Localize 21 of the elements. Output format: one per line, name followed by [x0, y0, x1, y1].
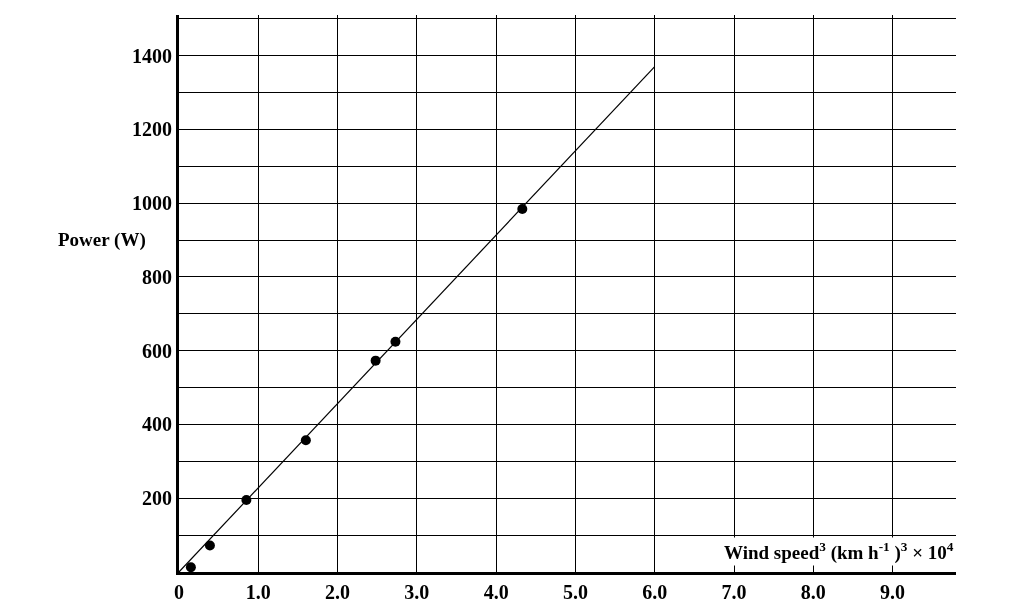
y-tick-label: 1000 [132, 192, 172, 215]
x-tick-label: 0 [174, 581, 184, 603]
x-tick-label: 2.0 [325, 581, 351, 603]
y-tick-label: 400 [142, 413, 172, 436]
y-tick-label: 1200 [132, 118, 172, 141]
x-tick-label: 8.0 [800, 581, 826, 603]
x-tick-label: 5.0 [562, 581, 588, 603]
y-tick-label: 800 [142, 265, 172, 288]
x-tick-label: 6.0 [642, 581, 668, 603]
x-tick-label: 7.0 [721, 581, 747, 603]
x-tick-label: 4.0 [483, 581, 509, 603]
y-tick-label: 1400 [132, 44, 172, 67]
x-tick-label: 1.0 [245, 581, 271, 603]
x-tick-label: 9.0 [880, 581, 906, 603]
y-tick-label: 600 [142, 339, 172, 362]
y-axis-title: Power (W) [58, 229, 146, 251]
point [185, 562, 196, 572]
point [204, 540, 215, 551]
y-tick-label: 200 [142, 487, 172, 510]
x-axis-title: Wind speed$^{3}$ (km h$^{-1}$ )$^{3}$ × 10$^{4}$ [724, 539, 954, 564]
x-tick-label: 3.0 [404, 581, 430, 603]
